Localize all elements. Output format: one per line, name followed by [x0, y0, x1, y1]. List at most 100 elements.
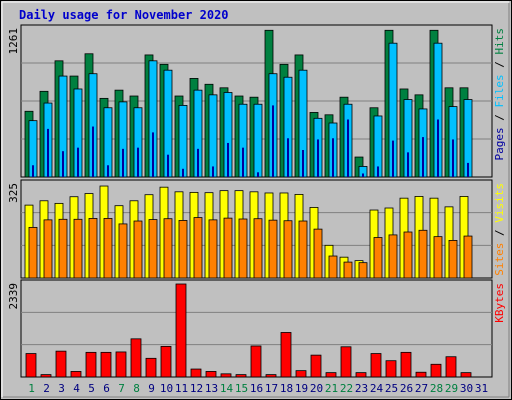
bar-sites [193, 217, 203, 279]
day-label: 9 [148, 382, 155, 395]
chart-panels: 1261 Pages / Files / Hits 325 Sites / Visit… [7, 24, 506, 378]
legend-kbytes: KBytes [493, 283, 506, 323]
legend: Sites / Visits [493, 183, 506, 276]
day-label: 22 [340, 382, 353, 395]
bar-kbytes [115, 351, 127, 378]
bar-sites [328, 255, 338, 279]
day-label: 28 [430, 382, 443, 395]
day-label: 12 [190, 382, 203, 395]
bar-sites [268, 219, 278, 279]
day-label: 10 [160, 382, 173, 395]
bar-pages [287, 138, 289, 177]
bar-kbytes [220, 373, 232, 378]
day-label: 11 [175, 382, 188, 395]
bar-kbytes [205, 371, 217, 378]
bar-sites [358, 262, 368, 279]
bar-sites [463, 235, 473, 279]
day-label: 6 [103, 382, 110, 395]
bar-sites [223, 217, 233, 279]
bar-kbytes [40, 374, 52, 378]
bar-kbytes [385, 360, 397, 378]
panel-kbytes: 2339 KBytes [7, 279, 506, 378]
bar-kbytes [400, 351, 412, 378]
bar-sites [58, 218, 68, 279]
y-max-label: 1261 [7, 28, 20, 55]
chart-title: Daily usage for November 2020 [19, 8, 229, 22]
bar-kbytes [355, 372, 367, 378]
bar-pages [407, 152, 409, 177]
bar-sites [418, 229, 428, 279]
bar-kbytes [445, 356, 457, 378]
bar-sites [298, 220, 308, 279]
day-label: 17 [265, 382, 278, 395]
bar-sites [388, 234, 398, 279]
day-label: 19 [295, 382, 308, 395]
bar-kbytes [160, 345, 172, 378]
bar-sites [238, 218, 248, 279]
day-label: 26 [400, 382, 413, 395]
legend-visits: Visits [493, 183, 506, 223]
day-label: 13 [205, 382, 218, 395]
bar-kbytes [85, 351, 97, 378]
legend-separator: / [493, 223, 506, 243]
bar-sites [178, 220, 188, 279]
bar-pages [302, 150, 304, 177]
bar-sites [103, 218, 113, 279]
panel-hits-files-pages: 1261 Pages / Files / Hits [7, 24, 506, 178]
day-label: 21 [325, 382, 338, 395]
day-label: 27 [415, 382, 428, 395]
bar-sites [283, 220, 293, 279]
bar-kbytes [460, 372, 472, 378]
bar-kbytes [235, 374, 247, 378]
bar-pages [272, 105, 274, 177]
legend-hits: Hits [493, 28, 506, 55]
bar-sites [28, 226, 38, 279]
bar-pages [467, 162, 469, 177]
bar-pages [227, 142, 229, 177]
bar-pages [257, 172, 259, 177]
bar-sites [433, 236, 443, 279]
bar-files [178, 105, 188, 178]
bar-sites [148, 219, 158, 279]
bar-kbytes [325, 372, 337, 378]
day-label: 3 [58, 382, 65, 395]
day-label: 25 [385, 382, 398, 395]
bar-pages [62, 151, 64, 177]
day-label: 20 [310, 382, 323, 395]
legend: Pages / Files / Hits [493, 28, 506, 161]
bar-kbytes [265, 374, 277, 378]
bar-pages [197, 148, 199, 177]
bar-pages [422, 137, 424, 177]
day-label: 18 [280, 382, 293, 395]
bar-pages [107, 165, 109, 177]
y-max-label: 2339 [7, 283, 20, 310]
bar-pages [47, 128, 49, 177]
bar-sites [373, 237, 383, 279]
legend: KBytes [493, 283, 506, 323]
legend-pages: Pages [493, 127, 506, 160]
bar-pages [437, 119, 439, 177]
bar-sites [88, 218, 98, 279]
bar-kbytes [70, 371, 82, 378]
legend-separator: / [493, 108, 506, 128]
legend-files: Files [493, 74, 506, 107]
day-label: 31 [475, 382, 488, 395]
bar-kbytes [340, 346, 352, 378]
bar-files [253, 103, 263, 178]
bar-sites [73, 218, 83, 279]
day-label: 5 [88, 382, 95, 395]
bar-kbytes [250, 345, 262, 378]
bar-sites [403, 231, 413, 279]
bar-sites [343, 261, 353, 279]
bar-pages [182, 168, 184, 177]
legend-sites: Sites [493, 243, 506, 276]
bar-kbytes [430, 363, 442, 378]
bar-pages [137, 147, 139, 177]
bar-kbytes [415, 371, 427, 378]
bar-pages [392, 140, 394, 177]
bar-pages [377, 166, 379, 177]
bar-kbytes [25, 353, 37, 378]
bar-pages [92, 126, 94, 177]
bar-kbytes [190, 368, 202, 378]
